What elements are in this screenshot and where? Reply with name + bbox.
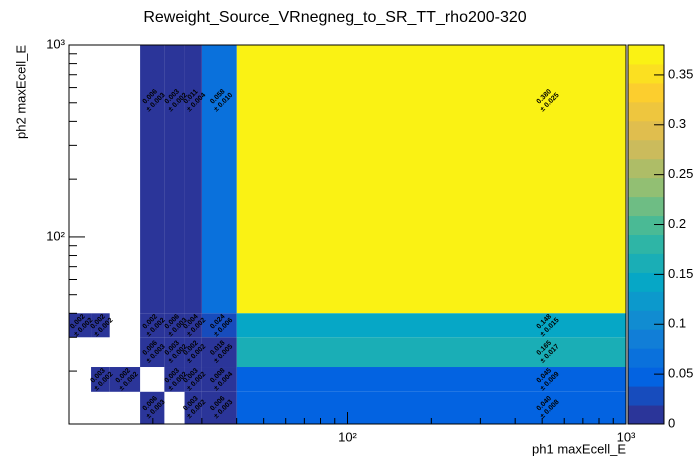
heatmap-cell xyxy=(164,45,185,314)
colorbar-tick-label: 0.35 xyxy=(668,66,693,81)
heatmap-cell xyxy=(184,313,202,338)
heatmap-cell xyxy=(201,391,237,424)
colorbar-band xyxy=(628,405,664,425)
heatmap-cell xyxy=(201,367,237,392)
heatmap-cell xyxy=(140,45,165,314)
heatmap-cell xyxy=(140,391,165,424)
x-tick-label: 10³ xyxy=(617,429,636,444)
colorbar-band xyxy=(628,45,664,65)
colorbar-band xyxy=(628,177,664,198)
heatmap-cell xyxy=(236,313,626,338)
colorbar-band xyxy=(628,82,664,103)
colorbar-band xyxy=(628,348,664,368)
colorbar-band xyxy=(628,329,664,349)
heatmap-cell xyxy=(201,313,237,338)
heatmap-cell xyxy=(184,391,202,424)
colorbar-frame xyxy=(627,44,665,425)
y-axis-label: ph2 maxEcell_E xyxy=(13,45,28,139)
chart-title: Reweight_Source_VRnegneg_to_SR_TT_rho200… xyxy=(143,9,526,26)
colorbar-tick-label: 0 xyxy=(668,415,675,430)
heatmap-cell xyxy=(184,337,202,368)
heatmap-cell xyxy=(91,313,110,338)
heatmap-cell xyxy=(236,45,626,314)
y-tick-label: 10³ xyxy=(46,36,65,51)
colorbar-tick-label: 0.1 xyxy=(668,316,686,331)
colorbar-band xyxy=(628,253,664,273)
heatmap-cell xyxy=(91,367,110,392)
colorbar-band xyxy=(628,310,664,330)
colorbar-band xyxy=(628,120,664,141)
heatmap-cell xyxy=(184,45,202,314)
colorbar-band xyxy=(628,139,664,160)
colorbar-tick-label: 0.05 xyxy=(668,366,693,381)
heatmap-cell xyxy=(201,337,237,368)
colorbar-band xyxy=(628,367,664,387)
colorbar-band xyxy=(628,63,664,84)
heatmap-cell xyxy=(201,45,237,314)
colorbar-band xyxy=(628,196,664,217)
colorbar-band xyxy=(628,291,664,311)
colorbar-tick-label: 0.25 xyxy=(668,166,693,181)
colorbar-band xyxy=(628,234,664,254)
x-tick-label: 10² xyxy=(338,429,357,444)
colorbar-band xyxy=(628,386,664,406)
x-axis-label: ph1 maxEcell_E xyxy=(532,441,626,456)
heatmap-cell xyxy=(164,313,185,338)
heatmap-cell xyxy=(164,337,185,368)
heatmap-cell xyxy=(69,313,92,338)
colorbar-band xyxy=(628,101,664,122)
heatmap-cell xyxy=(109,367,141,392)
colorbar-band xyxy=(628,158,664,179)
colorbar-tick-label: 0.3 xyxy=(668,116,686,131)
colorbar-band xyxy=(628,272,664,292)
heatmap-cell xyxy=(140,313,165,338)
heatmap-cell xyxy=(184,367,202,392)
heatmap-cell xyxy=(236,367,626,392)
colorbar-band xyxy=(628,215,664,235)
colorbar-tick-label: 0.15 xyxy=(668,266,693,281)
heatmap-cell xyxy=(236,337,626,368)
colorbar-tick-label: 0.2 xyxy=(668,216,686,231)
heatmap-cell xyxy=(140,337,165,368)
y-tick-label: 10² xyxy=(46,228,65,243)
heatmap-cell xyxy=(164,367,185,392)
